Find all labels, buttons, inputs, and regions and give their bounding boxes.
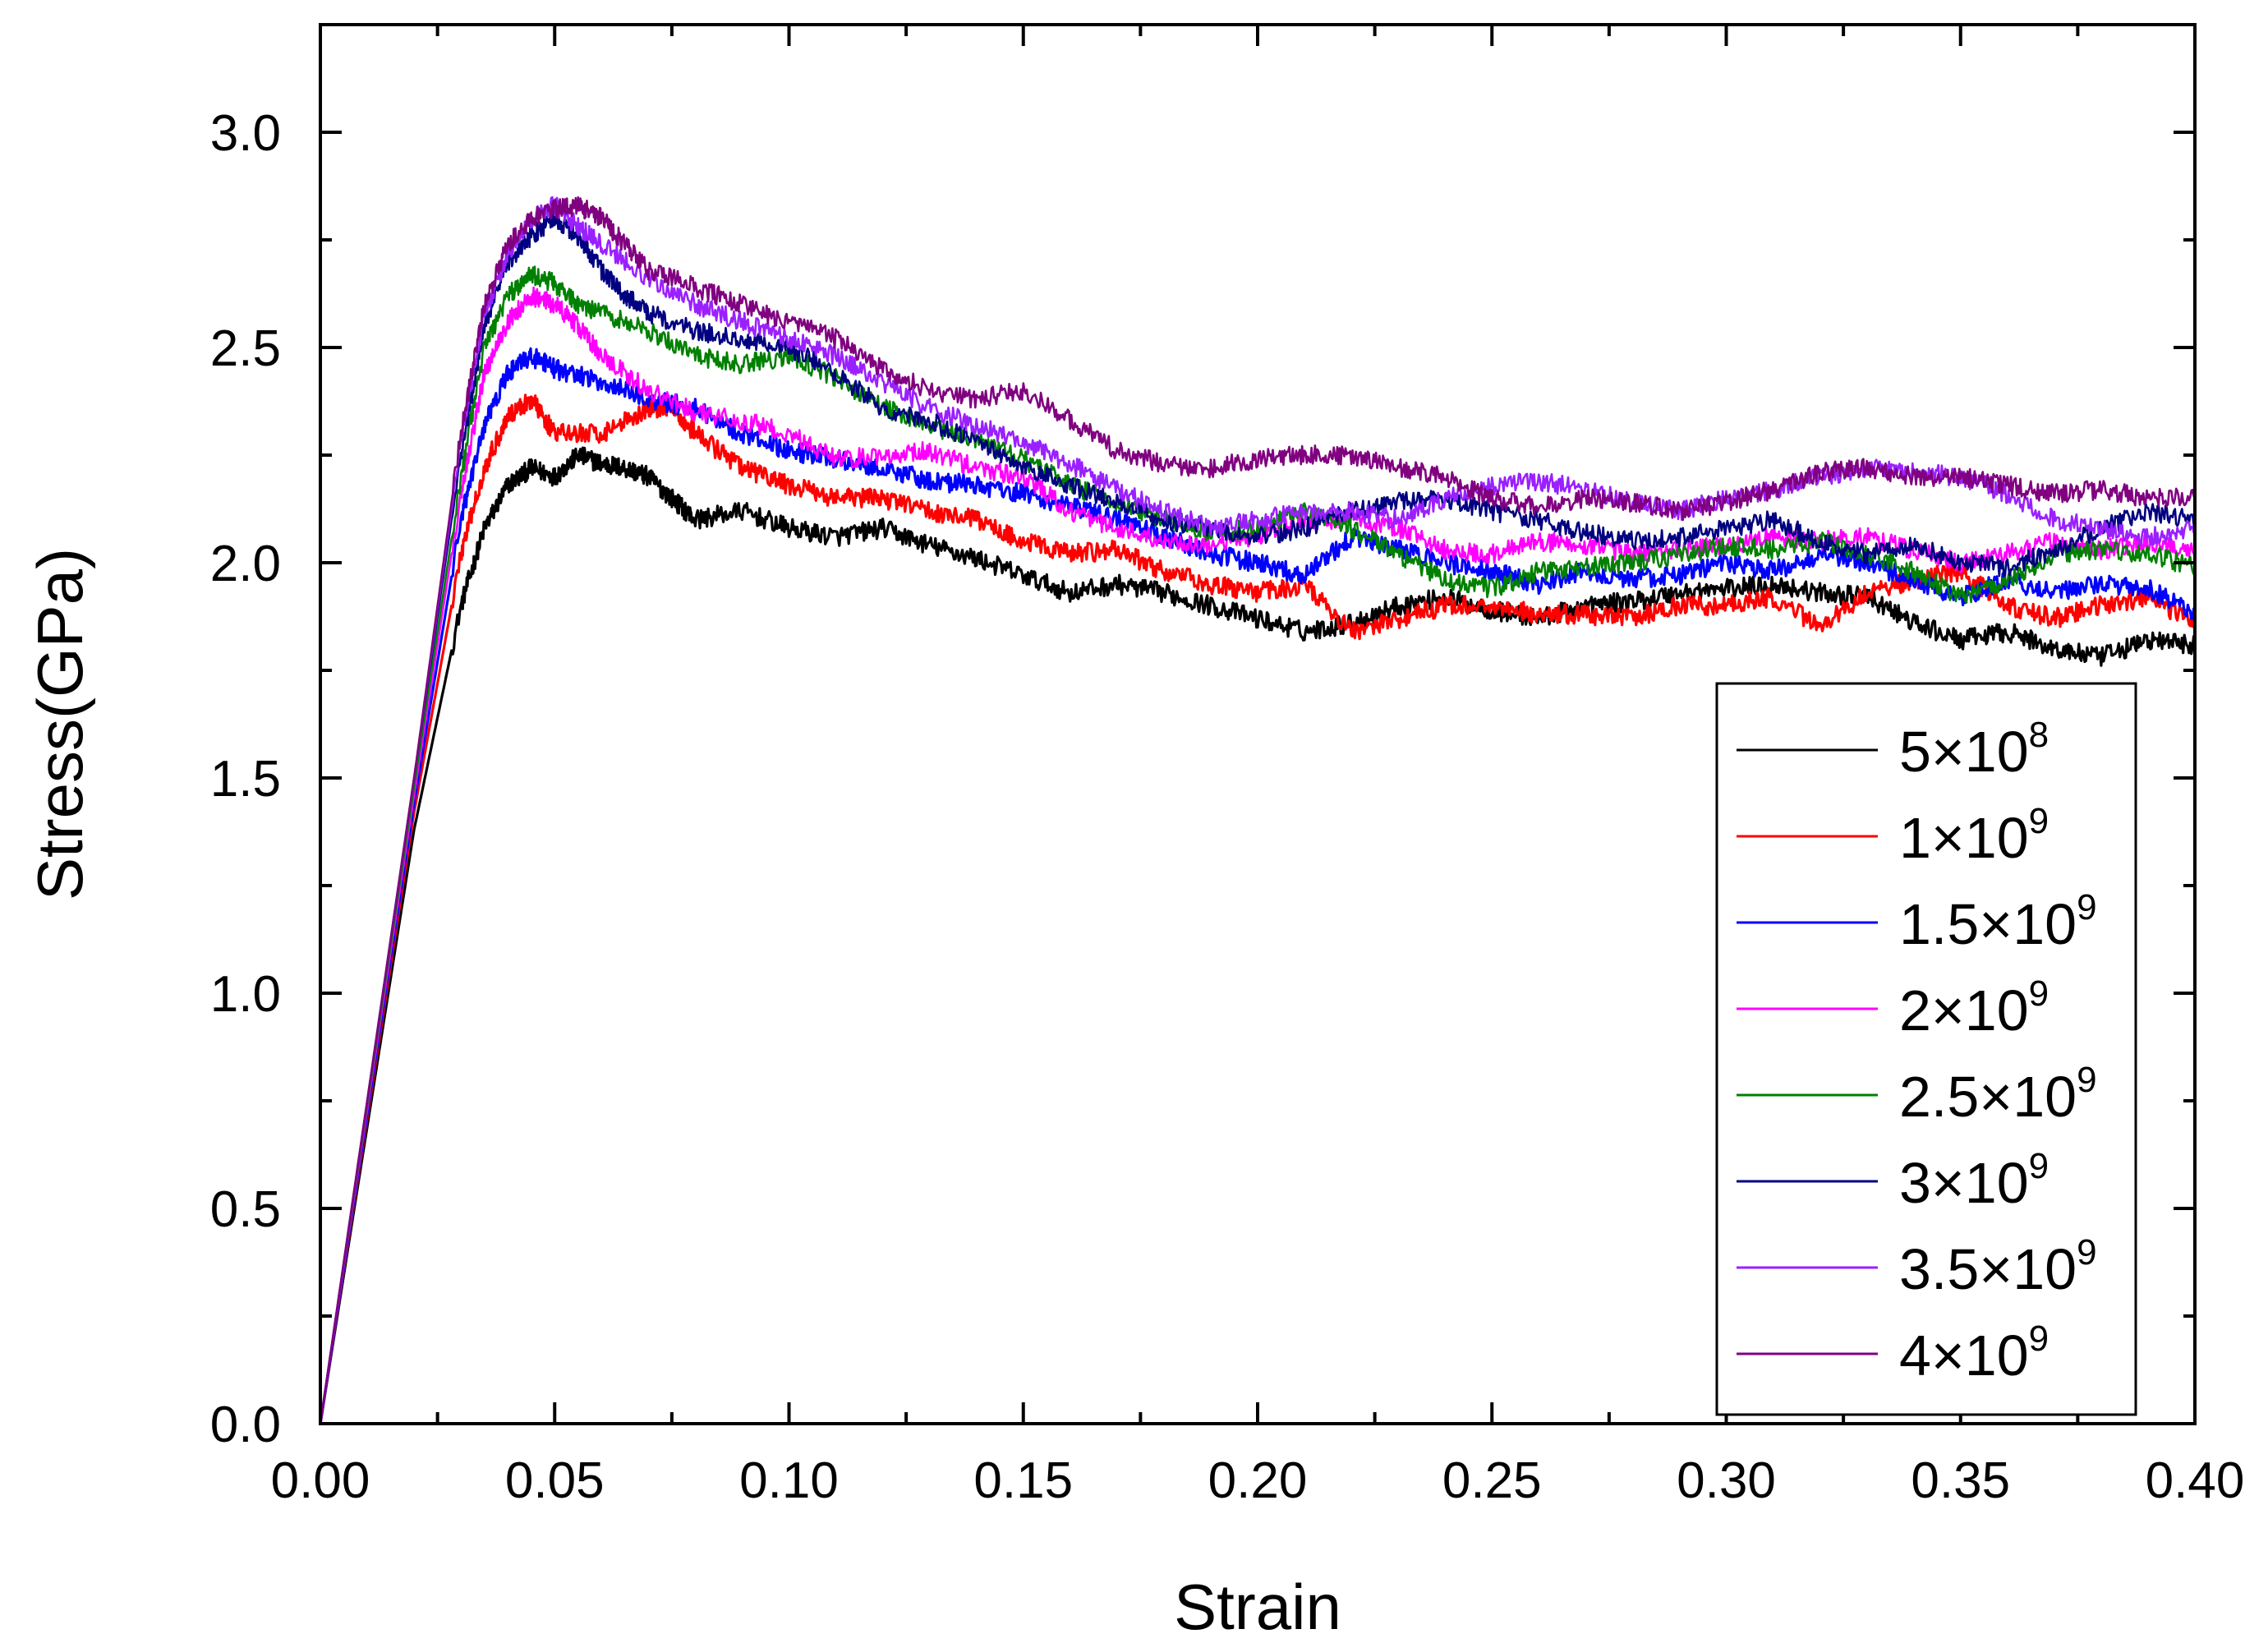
legend-label-exponent: 9: [2029, 1146, 2049, 1186]
axis-ticks: 0.00 0.05 0.10 0.15 0.20 0.25 0.30 0.35 0.40 0.0 0…: [210, 23, 2245, 1509]
legend-label-base: 3×10: [1899, 1151, 2029, 1215]
legend-label-base: 3.5×10: [1899, 1237, 2077, 1301]
legend-label-base: 4×10: [1899, 1323, 2029, 1388]
y-axis-title: Stress(GPa): [24, 548, 96, 900]
series-layer: [319, 196, 2197, 1424]
legend-box: [1715, 682, 2137, 1416]
series-line-2: [319, 393, 2197, 1424]
legend-label: 2×109: [1899, 973, 2049, 1042]
legend-label-exponent: 9: [2077, 1232, 2096, 1273]
y-tick-label: 1.0: [210, 966, 281, 1023]
x-tick-label: 0.30: [1677, 1452, 1776, 1509]
x-tick-label: 0.15: [973, 1452, 1073, 1509]
y-tick-label: 3.0: [210, 105, 281, 162]
legend: 5×1081×1091.5×1092×1092.5×1093×1093.5×10…: [1715, 682, 2137, 1416]
y-tick-label: 0.5: [210, 1181, 281, 1238]
legend-label-base: 2×10: [1899, 978, 2029, 1042]
legend-label: 5×108: [1899, 715, 2049, 784]
x-axis-title: Strain: [1174, 1571, 1341, 1643]
series-line-3: [319, 347, 2197, 1424]
series-line-1: [319, 446, 2197, 1424]
y-tick-label: 2.5: [210, 320, 281, 377]
legend-label: 1.5×109: [1899, 887, 2097, 956]
legend-label-exponent: 9: [2029, 973, 2049, 1014]
series-line-8: [319, 196, 2197, 1424]
legend-label-base: 2.5×10: [1899, 1065, 2077, 1129]
legend-label-exponent: 8: [2029, 715, 2049, 755]
legend-label-base: 1.5×10: [1899, 892, 2077, 956]
x-tick-label: 0.25: [1442, 1452, 1542, 1509]
x-tick-label: 0.10: [739, 1452, 839, 1509]
series-line-7: [319, 196, 2197, 1424]
legend-label-exponent: 9: [2077, 887, 2096, 927]
legend-label: 4×109: [1899, 1319, 2049, 1388]
series-line-4: [319, 286, 2196, 1424]
legend-label-exponent: 9: [2029, 1319, 2049, 1359]
x-tick-label: 0.05: [505, 1452, 605, 1509]
legend-label-base: 5×10: [1899, 720, 2029, 784]
legend-label: 3.5×109: [1899, 1232, 2097, 1301]
y-tick-label: 1.5: [210, 751, 281, 808]
x-tick-label: 0.40: [2146, 1452, 2245, 1509]
y-tick-label: 0.0: [210, 1397, 281, 1453]
legend-label: 3×109: [1899, 1146, 2049, 1215]
x-tick-label: 0.35: [1911, 1452, 2010, 1509]
legend-label-exponent: 9: [2029, 801, 2049, 841]
legend-label: 1×109: [1899, 801, 2049, 870]
legend-label: 2.5×109: [1899, 1060, 2097, 1129]
x-tick-label: 0.00: [271, 1452, 370, 1509]
legend-label-base: 1×10: [1899, 806, 2029, 870]
legend-label-exponent: 9: [2077, 1060, 2096, 1100]
x-tick-label: 0.20: [1208, 1452, 1308, 1509]
y-tick-label: 2.0: [210, 536, 281, 592]
